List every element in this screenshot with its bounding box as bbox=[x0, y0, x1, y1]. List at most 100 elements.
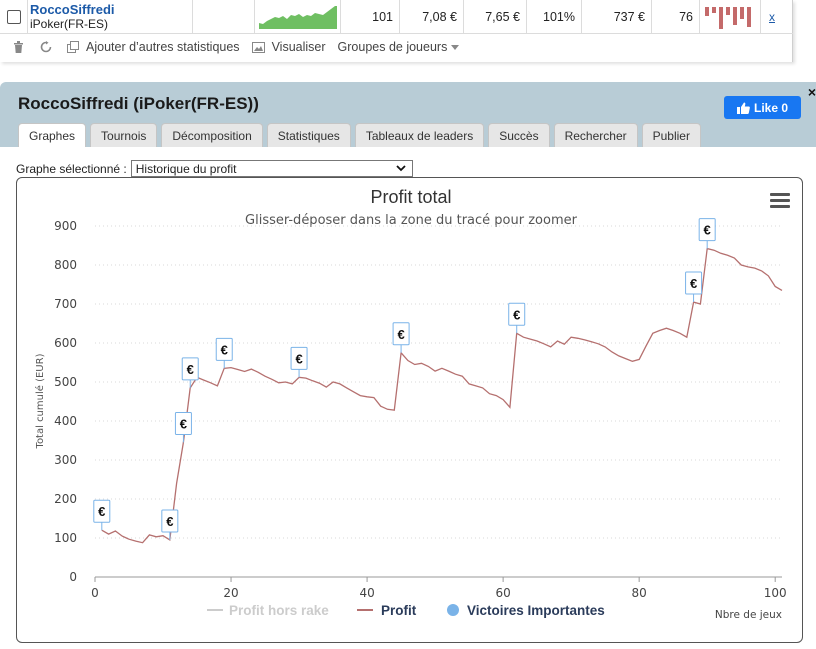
tab-rechercher[interactable]: Rechercher bbox=[553, 123, 638, 147]
tab-tableaux-de-leaders[interactable]: Tableaux de leaders bbox=[354, 123, 485, 147]
tab-succes[interactable]: Succès bbox=[488, 123, 550, 147]
results-bars bbox=[705, 7, 751, 29]
remove-cell: x bbox=[761, 0, 783, 34]
legend-label-profit: Profit bbox=[381, 603, 417, 618]
victory-marker-box bbox=[290, 346, 308, 370]
y-tick-label: 400 bbox=[54, 414, 77, 428]
graph-select-dropdown[interactable]: Historique du profit bbox=[130, 160, 413, 177]
victory-marker-box bbox=[161, 509, 179, 533]
victory-marker: € bbox=[215, 337, 233, 369]
graph-select-label: Graphe sélectionné : bbox=[16, 161, 127, 176]
stat2-cell: 7,65 € bbox=[464, 0, 527, 34]
victory-marker: € bbox=[392, 322, 410, 353]
x-tick-label: 20 bbox=[223, 586, 238, 600]
series-layer bbox=[101, 247, 783, 544]
victory-marker-box bbox=[174, 411, 192, 435]
sparkline-cell bbox=[255, 0, 341, 34]
remove-player-link[interactable]: x bbox=[769, 10, 775, 24]
player-groups-dropdown[interactable]: Groupes de joueurs bbox=[338, 40, 460, 54]
tab-publier[interactable]: Publier bbox=[641, 123, 701, 147]
refresh-icon[interactable] bbox=[38, 39, 54, 55]
panel-title: RoccoSiffredi (iPoker(FR-ES)) bbox=[18, 94, 259, 113]
y-tick-label: 300 bbox=[54, 453, 77, 467]
victory-marker: € bbox=[174, 411, 192, 443]
victory-marker-box bbox=[685, 271, 703, 295]
chart-subtitle: Glisser-déposer dans la zone du tracé po… bbox=[245, 213, 578, 228]
visualize-button[interactable]: Visualiser bbox=[252, 40, 326, 54]
player-name-cell: RoccoSiffredi iPoker(FR-ES) bbox=[28, 0, 193, 34]
row-checkbox[interactable] bbox=[6, 10, 21, 24]
tab-tournois[interactable]: Tournois bbox=[90, 123, 158, 147]
victory-marker: € bbox=[685, 271, 703, 303]
y-tick-label: 200 bbox=[54, 492, 77, 506]
victory-marker-label: € bbox=[166, 514, 173, 529]
empty-cell bbox=[193, 0, 255, 34]
chart-menu-icon[interactable] bbox=[770, 193, 790, 209]
stat4-cell: 76 bbox=[652, 0, 700, 34]
victory-marker: € bbox=[290, 346, 308, 378]
columns-icon bbox=[66, 40, 80, 54]
victory-marker-box bbox=[93, 499, 111, 523]
y-tick-label: 500 bbox=[54, 375, 77, 389]
image-icon bbox=[252, 40, 266, 54]
player-groups-label: Groupes de joueurs bbox=[337, 40, 448, 54]
victory-marker-label: € bbox=[221, 342, 228, 357]
victory-marker-label: € bbox=[397, 327, 404, 342]
x-tick-label: 40 bbox=[359, 586, 374, 600]
close-icon[interactable]: × bbox=[807, 84, 816, 100]
trash-icon[interactable] bbox=[10, 39, 26, 55]
tab-content: Graphe sélectionné : Historique du profi… bbox=[0, 147, 816, 649]
player-name-link[interactable]: RoccoSiffredi bbox=[30, 2, 115, 17]
thumbs-up-icon bbox=[736, 102, 750, 114]
player-panel: RoccoSiffredi (iPoker(FR-ES)) × Like 0 G… bbox=[0, 82, 816, 649]
caret-down-icon bbox=[451, 44, 460, 50]
chart-title: Profit total bbox=[370, 187, 451, 207]
bars-cell bbox=[700, 0, 761, 34]
chevron-down-icon bbox=[396, 165, 406, 172]
victory-marker-box bbox=[508, 302, 526, 326]
victory-marker: € bbox=[181, 357, 199, 388]
victory-marker: € bbox=[93, 499, 111, 531]
y-tick-label: 800 bbox=[54, 258, 77, 272]
graph-select-row: Graphe sélectionné : Historique du profi… bbox=[16, 160, 413, 177]
player-site: iPoker(FR-ES) bbox=[30, 17, 109, 31]
profit-series-line bbox=[101, 247, 783, 544]
victory-marker-box bbox=[392, 322, 410, 346]
victory-marker: € bbox=[698, 218, 716, 249]
player-table: RoccoSiffredi iPoker(FR-ES) 101 7,08 € 7… bbox=[0, 0, 793, 62]
winnings-cell: 737 € bbox=[582, 0, 652, 34]
x-tick-label: 0 bbox=[91, 586, 99, 600]
axes: 0 100 200 300 400 500 600 700 800 900 0 20 40 60 80 100 bbox=[54, 219, 787, 600]
table-toolbar: Ajouter d’autres statistiques Visualiser… bbox=[10, 38, 471, 56]
victory-marker-box bbox=[215, 337, 233, 361]
x-tick-label: 60 bbox=[495, 586, 510, 600]
graph-select-value: Historique du profit bbox=[135, 161, 237, 176]
like-label: Like 0 bbox=[753, 100, 789, 115]
x-tick-label: 100 bbox=[764, 586, 787, 600]
chart-svg[interactable]: Profit total Glisser-déposer dans la zon… bbox=[17, 178, 804, 644]
legend-label-rake: Profit hors rake bbox=[229, 603, 329, 618]
tab-statistiques[interactable]: Statistiques bbox=[266, 123, 351, 147]
profit-chart: Profit total Glisser-déposer dans la zon… bbox=[16, 177, 803, 643]
victory-marker-label: € bbox=[513, 307, 520, 322]
facebook-like-button[interactable]: Like 0 bbox=[724, 96, 801, 119]
add-stats-button[interactable]: Ajouter d’autres statistiques bbox=[66, 40, 240, 54]
x-tick-label: 80 bbox=[632, 586, 647, 600]
hands-cell: 101 bbox=[341, 0, 400, 34]
legend-swatch-victories bbox=[447, 604, 459, 616]
victory-marker-label: € bbox=[187, 362, 194, 377]
y-tick-label: 0 bbox=[69, 570, 77, 584]
table-row: RoccoSiffredi iPoker(FR-ES) 101 7,08 € 7… bbox=[0, 0, 793, 34]
y-tick-label: 700 bbox=[54, 297, 77, 311]
tab-graphes[interactable]: Graphes bbox=[18, 123, 87, 148]
x-axis-label: Nbre de jeux bbox=[715, 609, 782, 621]
victory-marker-box bbox=[698, 218, 716, 242]
legend-label-victories: Victoires Importantes bbox=[467, 603, 605, 618]
y-axis-label: Total cumulé (EUR) bbox=[34, 353, 46, 449]
y-tick-label: 600 bbox=[54, 336, 77, 350]
tab-decomposition[interactable]: Décomposition bbox=[161, 123, 263, 147]
visualize-label: Visualiser bbox=[271, 40, 326, 54]
chart-legend: Profit hors rake Profit Victoires Importan… bbox=[207, 603, 605, 618]
profit-sparkline bbox=[259, 6, 337, 29]
add-stats-label: Ajouter d’autres statistiques bbox=[86, 40, 240, 54]
